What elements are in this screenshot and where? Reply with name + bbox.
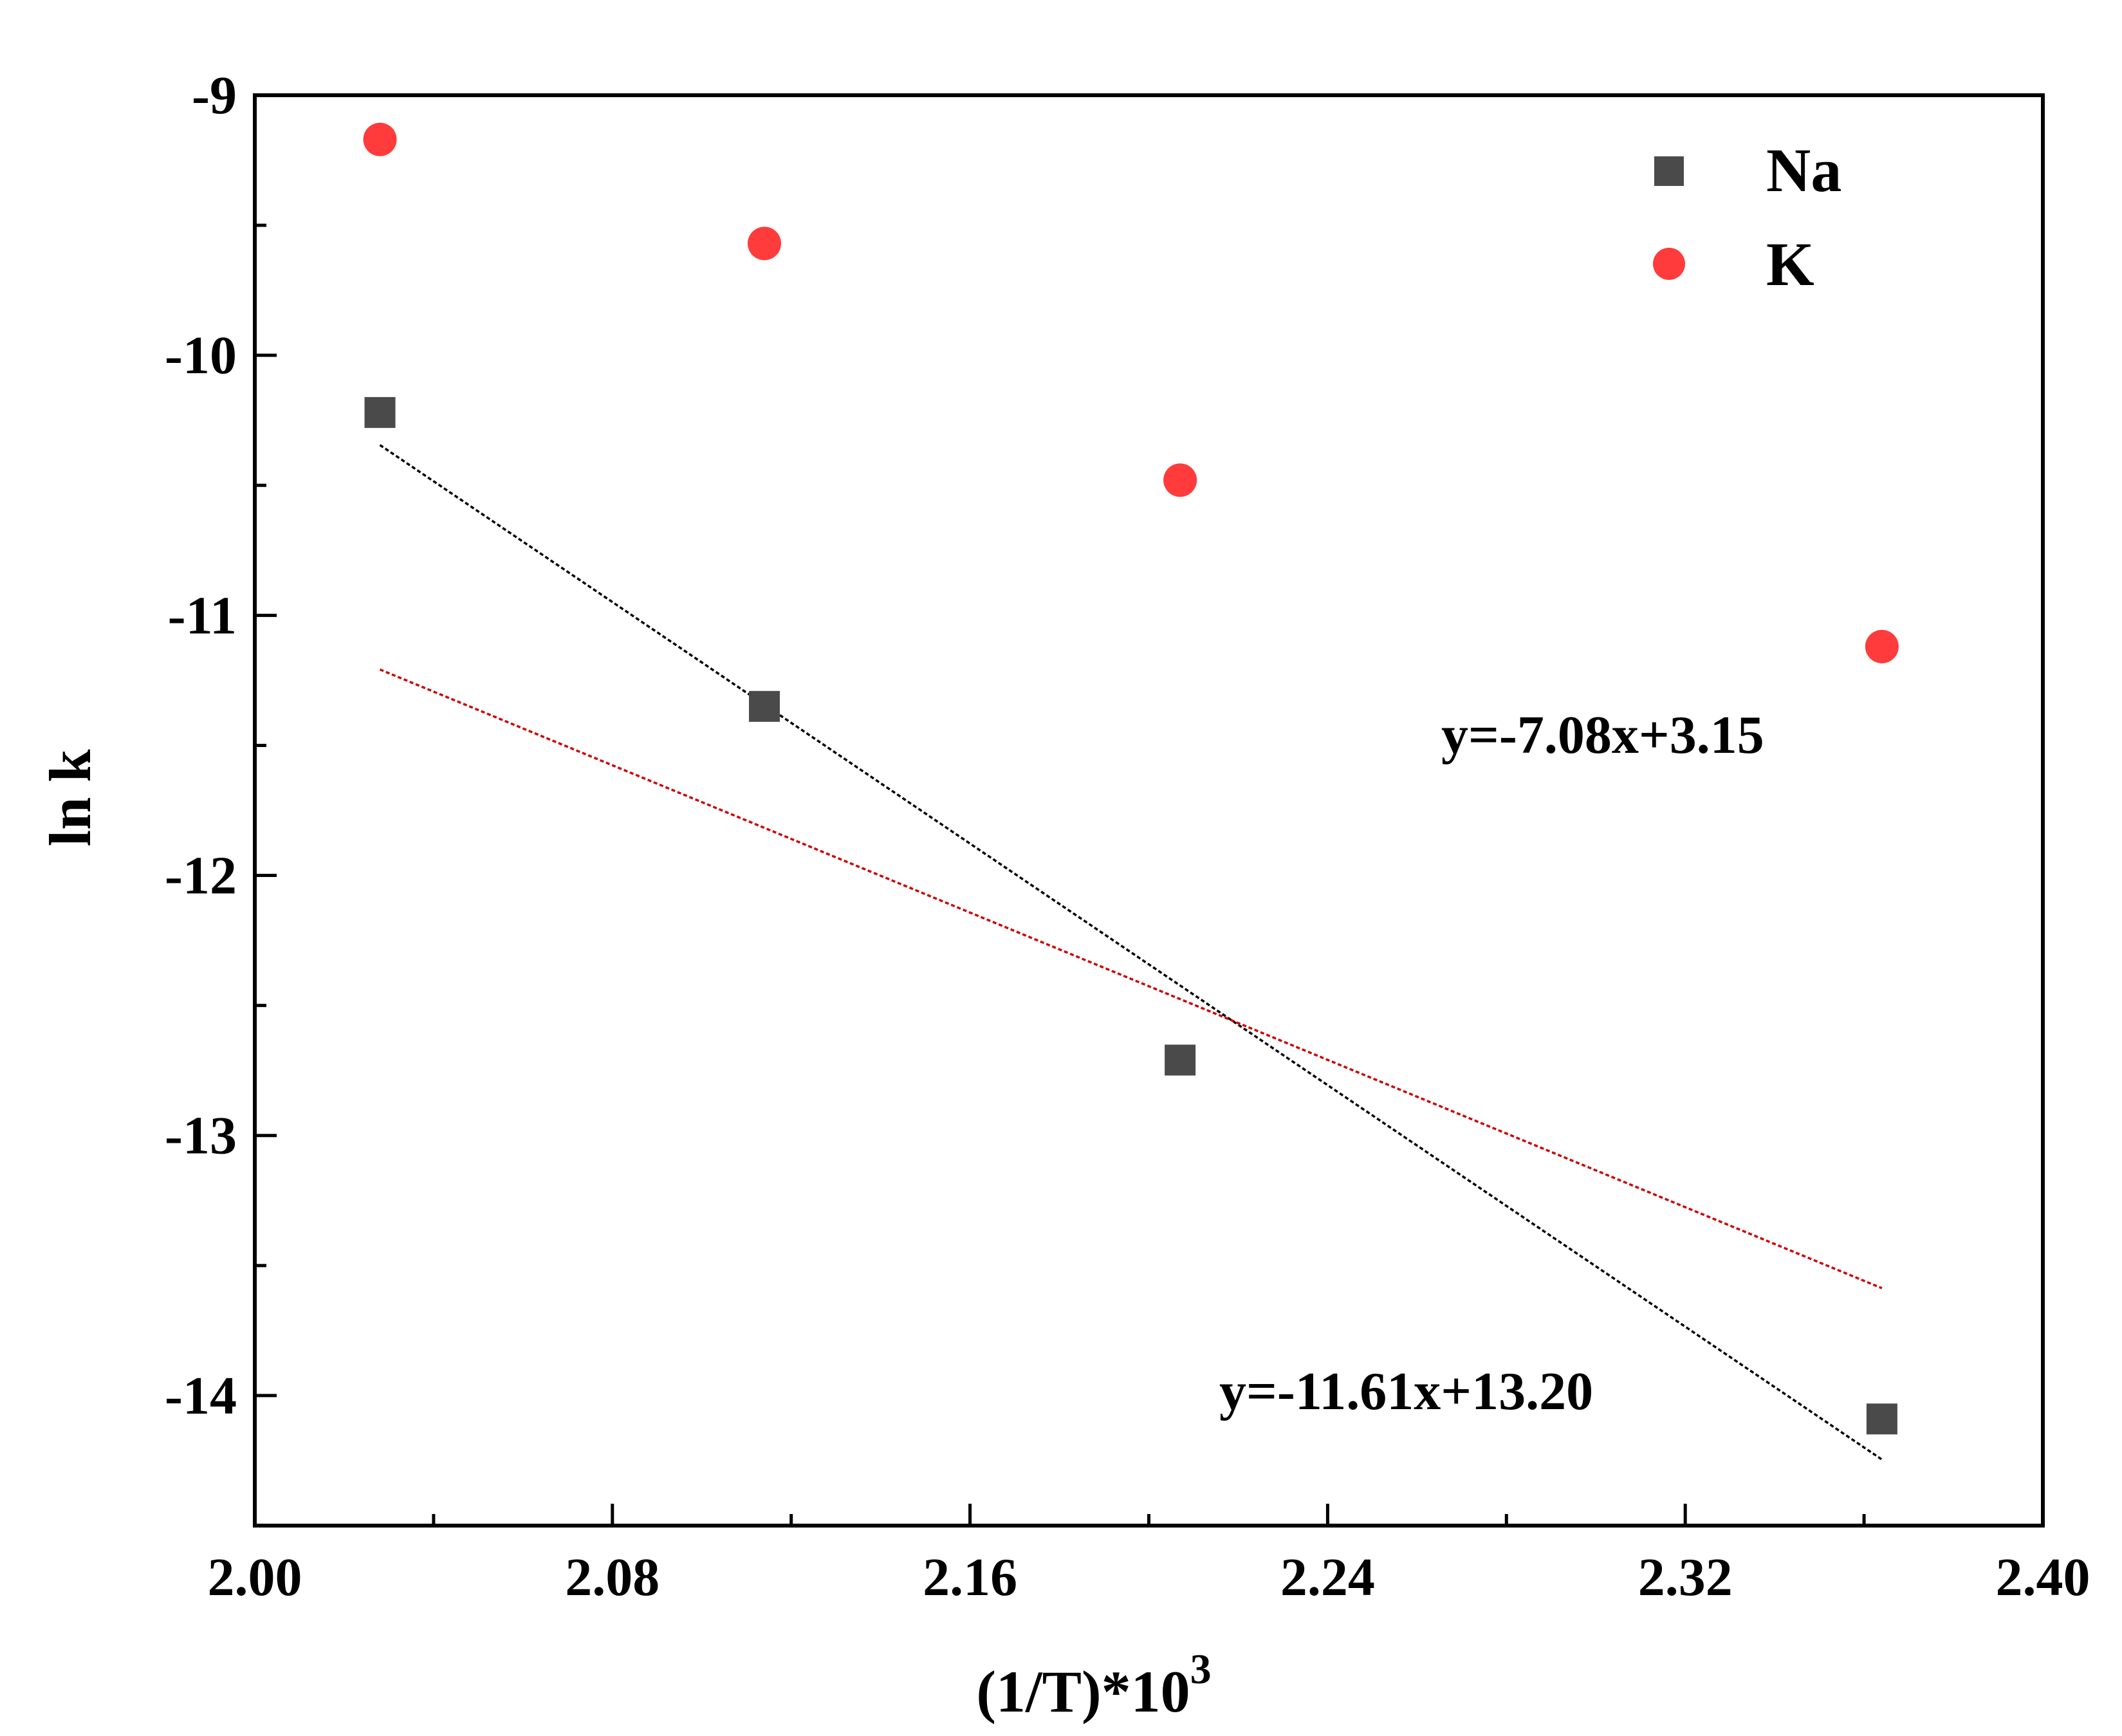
x-axis-title-superscript: 3 bbox=[1190, 1646, 1212, 1693]
x-axis-title: (1/T)*103 bbox=[976, 1646, 1211, 1724]
x-tick-label: 2.32 bbox=[1638, 1547, 1733, 1607]
axis-ticks bbox=[253, 93, 2045, 1528]
fit-lines bbox=[379, 444, 1883, 1461]
y-tick-label: -14 bbox=[165, 1366, 237, 1426]
data-point-na bbox=[1866, 1403, 1897, 1435]
fit-line-na bbox=[379, 444, 1883, 1461]
data-point-k bbox=[1163, 463, 1197, 497]
plot-frame bbox=[253, 93, 2045, 1528]
fit-line-k bbox=[379, 668, 1883, 1289]
y-tick-label: -10 bbox=[165, 326, 237, 385]
x-tick-label: 2.08 bbox=[565, 1547, 660, 1607]
y-tick-label: -13 bbox=[165, 1106, 237, 1166]
data-point-na bbox=[1165, 1044, 1196, 1076]
axis-tick-labels: 2.00 2.08 2.16 2.24 2.32 2.40 -9 -10 -11 -12 -13 -1… bbox=[165, 66, 2090, 1607]
legend-marker-k bbox=[1653, 248, 1685, 280]
y-axis-title: ln k bbox=[37, 749, 103, 847]
x-tick-label: 2.16 bbox=[923, 1547, 1017, 1607]
plot-area bbox=[253, 93, 2045, 1528]
data-point-na bbox=[749, 690, 780, 722]
legend-label-k: K bbox=[1766, 230, 1814, 299]
legend: Na K bbox=[1653, 136, 1841, 299]
data-point-k bbox=[748, 226, 782, 261]
legend-label-na: Na bbox=[1766, 136, 1841, 205]
data-point-k bbox=[363, 122, 397, 156]
fit-equation-k: y=-7.08x+3.15 bbox=[1441, 705, 1764, 765]
x-tick-label: 2.00 bbox=[208, 1547, 302, 1607]
y-tick-label: -12 bbox=[165, 846, 237, 906]
fit-equation-na: y=-11.61x+13.20 bbox=[1219, 1362, 1593, 1421]
y-tick-label: -11 bbox=[168, 586, 237, 645]
legend-marker-na bbox=[1654, 156, 1684, 186]
data-point-k bbox=[1865, 629, 1899, 663]
data-point-na bbox=[364, 397, 396, 429]
x-tick-label: 2.24 bbox=[1280, 1547, 1375, 1607]
x-axis-title-base: (1/T)*10 bbox=[976, 1659, 1190, 1724]
y-tick-label: -9 bbox=[192, 66, 237, 125]
x-tick-label: 2.40 bbox=[1996, 1547, 2090, 1607]
data-points bbox=[363, 122, 1899, 1435]
